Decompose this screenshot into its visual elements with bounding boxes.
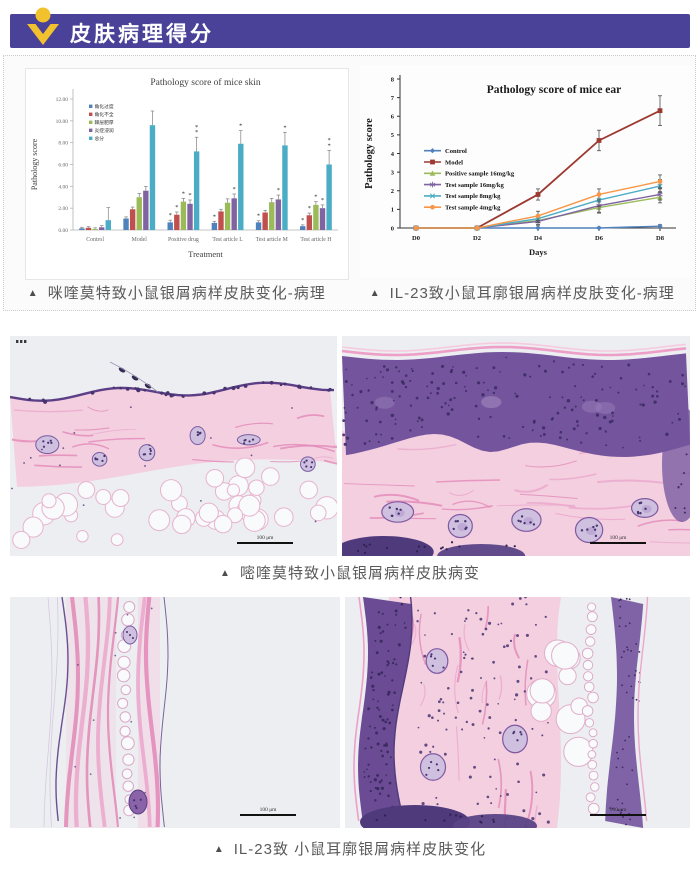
svg-text:8.00: 8.00 [58,141,68,147]
svg-text:Days: Days [529,247,548,257]
person-chevron-icon [27,7,59,45]
histology-image-ear-control: 100 μm [10,597,340,828]
triangle-icon: ▲ [27,288,39,299]
svg-text:Positive sample 16mg/kg: Positive sample 16mg/kg [445,171,515,178]
svg-text:100 μm: 100 μm [260,807,278,813]
svg-text:Test sample 8mg/kg: Test sample 8mg/kg [445,193,501,200]
caption-skin-histology-text: 嘧喹莫特致小鼠银屑病样皮肤病变 [239,565,480,582]
histology-image-ear-model: 100 μm [345,597,690,828]
svg-text:*: * [277,187,280,194]
svg-text:总分: 总分 [95,135,105,142]
svg-text:7: 7 [391,95,395,102]
svg-text:D8: D8 [656,235,665,242]
svg-text:*: * [182,190,185,197]
triangle-icon: ▲ [369,288,381,299]
svg-text:5: 5 [391,132,395,139]
svg-text:*: * [257,213,260,220]
svg-text:3: 3 [391,169,395,176]
svg-text:D4: D4 [534,235,543,242]
svg-text:*: * [308,205,311,212]
chart-captions-row: ▲ 咪喹莫特致小鼠银屑病样皮肤变化-病理 ▲ IL-23致小鼠耳廓银屑病样皮肤变化-… [4,282,695,303]
svg-text:*: * [233,186,236,193]
svg-text:100 μm: 100 μm [610,535,628,541]
svg-text:Treatment: Treatment [188,249,223,259]
caption-ear-chart: ▲ IL-23致小鼠耳廓银屑病样皮肤变化-病理 [350,282,696,303]
histology-image-skin-model: 100 μm [342,336,690,556]
caption-ear-histology: ▲ IL-23致 小鼠耳廓银屑病样皮肤变化 [0,838,700,859]
svg-text:Control: Control [86,237,104,243]
svg-text:棘层肥厚: 棘层肥厚 [95,120,114,126]
svg-text:*: * [188,192,191,199]
svg-text:*: * [239,123,242,130]
svg-text:Positive drug: Positive drug [168,237,199,243]
svg-text:角化过度: 角化过度 [95,103,114,110]
svg-text:Test article M: Test article M [256,237,288,243]
svg-text:Pathology score of mice ear: Pathology score of mice ear [487,84,622,96]
svg-text:*: * [327,137,330,144]
bar-chart-skin: Pathology score of mice skin Pathology sc… [30,77,338,259]
caption-ear-chart-text: IL-23致小鼠耳廓银屑病样皮肤变化-病理 [389,285,675,302]
svg-text:*: * [213,213,216,220]
line-chart-ear: 0 1 2 3 4 5 6 7 8 D0 D2 D4 D6 D8 Pathology score of mi… [364,75,676,257]
triangle-icon: ▲ [213,844,225,855]
svg-text:Test article L: Test article L [212,237,243,243]
section-title: 皮肤病理得分 [70,23,214,46]
svg-text:D6: D6 [595,235,604,242]
svg-text:12.00: 12.00 [56,97,69,103]
svg-text:Test sample 4mg/kg: Test sample 4mg/kg [445,205,501,212]
svg-text:D0: D0 [412,235,420,242]
svg-text:100 μm: 100 μm [610,807,628,813]
svg-text:Test sample 16mg/kg: Test sample 16mg/kg [445,182,504,189]
caption-skin-chart: ▲ 咪喹莫特致小鼠银屑病样皮肤变化-病理 [4,282,350,303]
svg-text:1: 1 [391,207,394,214]
svg-text:4.00: 4.00 [58,184,68,190]
caption-skin-histology: ▲ 嘧喹莫特致小鼠银屑病样皮肤病变 [0,562,700,583]
caption-ear-histology-text: IL-23致 小鼠耳廓银屑病样皮肤变化 [233,841,487,858]
svg-text:Pathology score: Pathology score [364,118,375,189]
svg-text:炎症浸润: 炎症浸润 [95,127,114,134]
section-header: 皮肤病理得分 [10,7,690,48]
svg-text:Pathology score of mice skin: Pathology score of mice skin [150,77,261,88]
svg-text:Pathology score: Pathology score [30,138,39,190]
svg-text:Model: Model [132,237,148,243]
svg-text:Test article H: Test article H [300,237,332,243]
svg-text:*: * [195,124,198,131]
svg-text:*: * [314,194,317,201]
caption-skin-chart-text: 咪喹莫特致小鼠银屑病样皮肤变化-病理 [47,285,326,302]
svg-text:6.00: 6.00 [58,163,68,169]
svg-text:*: * [327,142,330,149]
bar-chart-skin-box: Pathology score of mice skin Pathology sc… [25,68,349,280]
svg-text:*: * [321,197,324,204]
line-chart-ear-box: 0 1 2 3 4 5 6 7 8 D0 D2 D4 D6 D8 Pathology score of mi… [360,65,694,277]
svg-text:10.00: 10.00 [56,119,69,125]
svg-text:Model: Model [445,159,463,166]
svg-text:4: 4 [391,151,395,158]
svg-text:角化不全: 角化不全 [95,111,114,118]
svg-text:*: * [169,212,172,219]
svg-text:Control: Control [445,148,467,155]
svg-text:*: * [195,129,198,136]
svg-text:8: 8 [391,76,395,83]
triangle-icon: ▲ [220,568,231,579]
svg-text:*: * [175,204,178,211]
svg-text:2: 2 [391,188,394,195]
svg-text:*: * [283,124,286,131]
svg-text:100 μm: 100 μm [257,535,275,541]
histology-image-skin-control: 100 μm [10,336,337,556]
svg-text:D2: D2 [473,235,481,242]
svg-text:*: * [301,217,304,224]
svg-text:0.00: 0.00 [58,228,68,234]
svg-text:0: 0 [391,225,394,232]
charts-panel: Pathology score of mice skin Pathology sc… [3,55,696,311]
svg-text:2.00: 2.00 [58,206,68,212]
svg-text:6: 6 [391,114,395,121]
